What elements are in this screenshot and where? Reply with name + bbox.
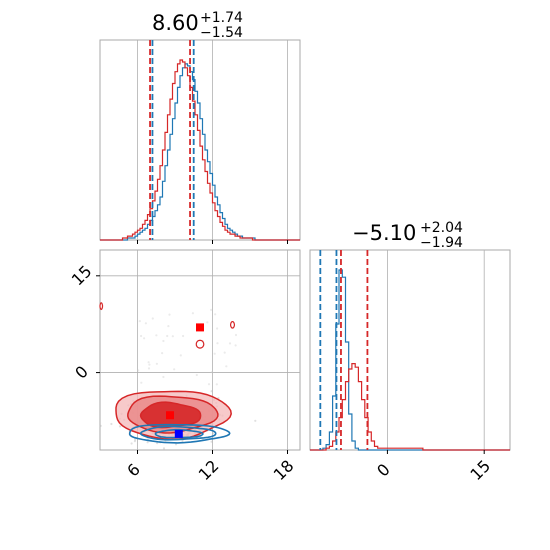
title-param2-plus: +2.04 [420, 220, 463, 236]
scatter-point [99, 424, 102, 427]
tick-label-param1: 6 [123, 460, 144, 481]
scatter-point [195, 373, 198, 377]
scatter-point [207, 383, 211, 386]
hist-param2-series-0 [310, 269, 510, 451]
scatter-point [216, 327, 219, 330]
scatter-point [140, 334, 143, 338]
tick-label-param2-y: 15 [68, 262, 96, 290]
scatter-point [167, 325, 170, 328]
scatter-point [137, 369, 140, 372]
scatter-point [174, 443, 178, 446]
scatter-point [161, 352, 164, 355]
title-param2-minus: −1.94 [420, 235, 463, 251]
scatter-point [130, 442, 133, 445]
scatter-point [254, 419, 257, 422]
scatter-point [211, 432, 215, 435]
hist-param1-series-0 [100, 63, 300, 241]
scatter-point [179, 354, 182, 357]
scatter-point [173, 368, 176, 371]
scatter-point [155, 362, 158, 365]
title-param1-median: 8.60 [152, 11, 199, 35]
tick-label-param1: 12 [195, 456, 223, 484]
scatter-point [151, 317, 154, 320]
tick-label-param2-x: 15 [466, 456, 494, 484]
title-param1: 8.60 +1.74 −1.54 [152, 10, 243, 41]
scatter-point [166, 334, 169, 338]
scatter-point [216, 342, 219, 345]
contour-blue-mid [139, 425, 217, 441]
scatter-point [168, 313, 171, 316]
scatter-point [213, 352, 216, 355]
tick-label-param1: 18 [270, 456, 298, 484]
scatter-point [148, 363, 151, 366]
panel-top-left-frame [99, 39, 301, 241]
scatter-point [206, 321, 209, 324]
scatter-point [147, 361, 150, 364]
marker-extra-0 [196, 323, 204, 332]
scatter-point [225, 365, 228, 368]
scatter-point [143, 337, 146, 340]
title-param2: −5.10 +2.04 −1.94 [352, 220, 463, 251]
title-param2-median: −5.10 [352, 221, 416, 245]
scatter-point [182, 334, 185, 338]
scatter-point [133, 440, 136, 443]
scatter-point [234, 344, 237, 347]
marker-series-0 [174, 429, 183, 438]
scatter-point [110, 422, 113, 426]
markers [166, 323, 204, 438]
scatter-point [162, 375, 165, 379]
contour-red-island [195, 339, 205, 349]
scatter-point [118, 425, 122, 428]
scatter-point [162, 447, 166, 450]
scatter-point [171, 335, 174, 338]
scatter-point [234, 333, 238, 337]
scatter-point [181, 439, 184, 442]
hist-param2-series-1 [310, 363, 510, 451]
scatter-point [210, 390, 213, 393]
scatter-point [214, 313, 217, 316]
contour-blue-inner [154, 428, 204, 439]
scatter-point [191, 312, 194, 315]
panel-bottom-left-frame [99, 249, 301, 451]
scatter-point [210, 440, 213, 443]
scatter-point [134, 438, 137, 441]
scatter-point [155, 334, 158, 337]
scatter-point [223, 351, 226, 354]
scatter-point [215, 383, 218, 386]
scatter-point [144, 322, 147, 325]
tick-label-param2-x: 0 [373, 460, 394, 481]
scatter-point [147, 367, 151, 370]
contour-red-island [99, 302, 104, 311]
tick-label-param2-y: 0 [71, 362, 92, 383]
scatter-point [162, 339, 165, 343]
contour-red-island [230, 321, 235, 329]
title-param1-minus: −1.54 [200, 25, 243, 41]
hist-param1-series-1 [100, 59, 300, 241]
title-param1-plus: +1.74 [200, 10, 243, 26]
scatter-point [140, 381, 143, 384]
quantile-lines [149, 40, 369, 450]
panel-bottom-right-frame [309, 249, 511, 451]
scatter-point [210, 371, 213, 374]
scatter-point [146, 441, 149, 444]
scatter-point [210, 308, 213, 311]
contour-blue-outer [128, 423, 231, 444]
scatter-point [228, 342, 232, 345]
scatter-point [138, 320, 141, 323]
ticks: 6 12 18 0 0 15 15 [68, 240, 494, 484]
marker-series-1 [166, 411, 174, 420]
